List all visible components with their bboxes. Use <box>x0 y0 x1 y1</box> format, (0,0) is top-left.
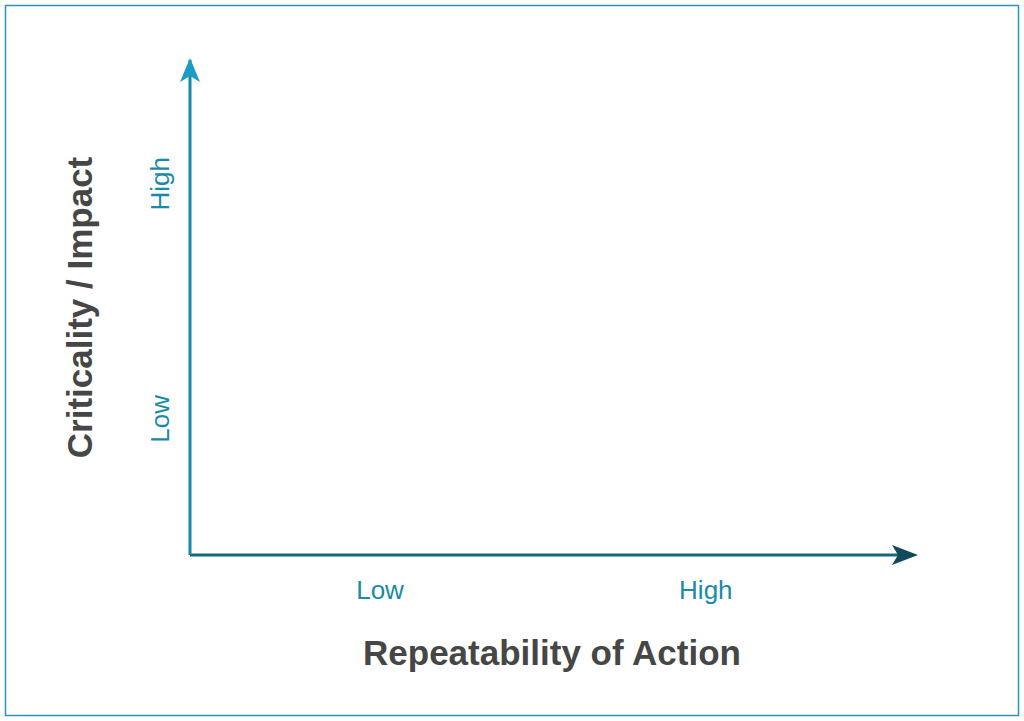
svg-text:Low: Low <box>356 575 404 605</box>
svg-text:Low: Low <box>145 395 175 443</box>
svg-text:High: High <box>145 157 175 210</box>
svg-text:Repeatability of Action: Repeatability of Action <box>363 633 741 672</box>
svg-text:High: High <box>679 575 732 605</box>
svg-text:Criticality / Impact: Criticality / Impact <box>60 156 99 458</box>
